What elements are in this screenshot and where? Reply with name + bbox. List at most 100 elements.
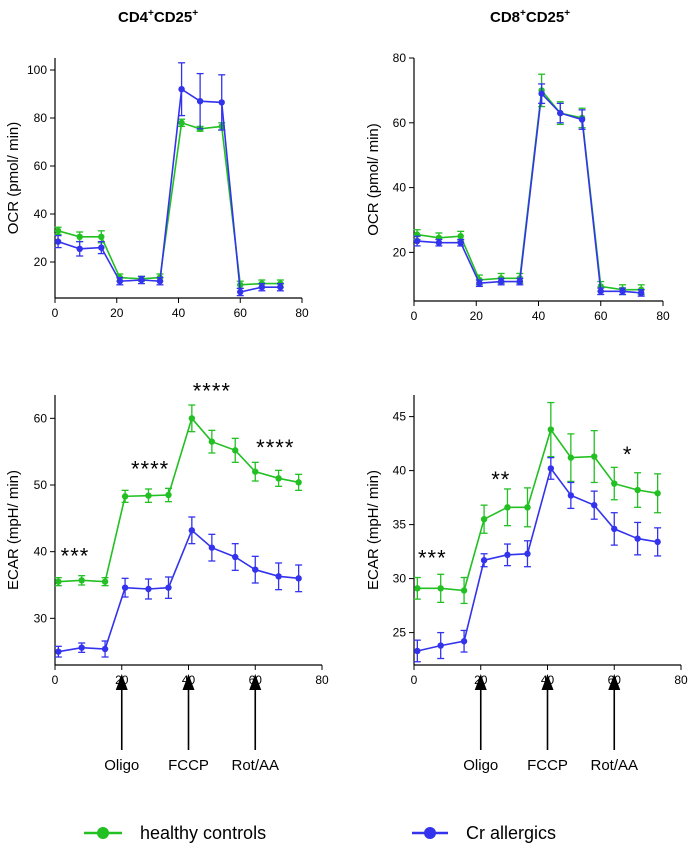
arrow-label: Oligo [104,757,139,774]
data-point-healthy [165,491,172,499]
y-tick-label: 30 [34,611,48,625]
data-point-healthy [275,475,282,482]
series-line-allergic [417,91,642,294]
injection-arrow-fccp: FCCP [168,674,209,774]
data-point-allergic [516,278,524,285]
data-point-allergic [275,573,282,580]
data-point-healthy [55,578,62,585]
x-tick-label: 80 [295,306,309,320]
data-point-allergic [480,557,488,564]
significance-annotation: *** [61,544,90,569]
legend-allergic-label: Cr allergics [466,823,556,843]
panel-ocr-cd8: 0 20 40 60 80 20 40 60 80 OCR (pmol/ min) [365,51,670,323]
data-point-allergic [55,648,62,655]
y-tick-label: 35 [393,518,407,532]
x-tick-label: 0 [411,673,418,687]
legend: healthy controls Cr allergics [84,823,556,843]
data-point-healthy [591,453,598,460]
data-point-healthy [54,227,62,234]
data-point-healthy [437,585,444,592]
data-point-allergic [547,465,555,472]
series-allergic [54,516,303,658]
y-tick-label: 45 [393,410,407,424]
data-point-allergic [413,237,421,245]
injection-arrow-rot-aa: Rot/AA [590,674,638,774]
data-point-allergic [460,638,468,645]
data-point-allergic [619,288,626,295]
data-point-allergic [76,245,83,252]
data-point-allergic [611,525,618,533]
series-line-healthy [416,88,642,291]
x-tick-label: 80 [656,309,670,323]
data-point-allergic [638,289,645,297]
series-line-healthy [57,121,281,286]
series-line-healthy [58,416,299,583]
data-point-healthy [101,578,109,585]
x-tick-label: 40 [172,306,186,320]
x-tick-label: 60 [594,309,608,323]
data-point-allergic [208,544,216,551]
data-point-allergic [654,538,661,546]
chart-panels: 0 20 40 60 80 20 40 60 80 100 OCR (pmol/ min) 0 20 40… [5,51,688,687]
series-line-healthy [417,427,658,592]
data-point-healthy [611,480,618,487]
y-tick-label: 20 [34,255,48,269]
data-point-healthy [188,415,196,422]
y-tick-label: 40 [393,181,407,195]
y-axis-label: ECAR (mpH/ min) [365,470,382,590]
injection-arrow-oligo: Oligo [104,674,139,774]
series-healthy [413,73,645,296]
y-axis-label: OCR (pmol/ min) [5,122,22,235]
series-allergic [54,62,284,297]
data-point-allergic [121,584,129,591]
data-point-allergic [218,99,225,106]
data-point-allergic [101,645,109,653]
significance-annotation: ** [491,467,510,492]
data-point-allergic [252,566,259,573]
data-point-allergic [524,550,531,557]
y-tick-label: 40 [34,545,48,559]
data-point-healthy [634,486,641,494]
y-tick-label: 80 [393,51,407,65]
data-point-allergic [557,109,564,117]
injection-arrow-oligo: Oligo [463,674,498,774]
data-point-healthy [208,438,216,445]
y-tick-label: 40 [34,207,48,221]
data-point-allergic [457,239,464,246]
chart-title-cd8: CD8+CD25+ [490,8,571,26]
arrow-head [249,674,262,690]
data-point-allergic [597,288,604,295]
data-point-allergic [295,575,302,582]
data-point-allergic [414,647,421,655]
data-point-healthy [145,492,152,499]
data-point-allergic [567,492,575,499]
data-point-healthy [504,504,511,511]
data-point-allergic [165,584,172,591]
data-point-allergic [196,98,204,105]
arrow-head [115,674,128,690]
data-point-allergic [237,288,244,296]
arrow-label: Rot/AA [590,757,638,774]
data-point-healthy [232,447,239,454]
injection-arrow-fccp: FCCP [527,674,568,774]
data-point-healthy [98,233,105,240]
data-point-healthy [252,468,259,475]
y-tick-label: 60 [34,411,48,425]
series-healthy [54,404,303,587]
significance-annotation: **** [131,456,169,481]
panel-ocr-cd4: 0 20 40 60 80 20 40 60 80 100 OCR (pmol/ min) [5,58,309,320]
legend-healthy-label: healthy controls [140,823,266,843]
data-point-healthy [78,577,85,584]
data-point-allergic [435,239,443,246]
data-point-allergic [145,585,152,593]
y-tick-label: 50 [34,478,48,492]
data-point-healthy [460,587,468,594]
series-allergic [413,83,645,297]
data-point-healthy [457,233,464,240]
y-axis-label: ECAR (mpH/ min) [5,470,22,590]
data-point-allergic [591,501,598,509]
data-point-allergic [634,535,641,542]
data-point-allergic [178,86,185,93]
significance-annotation: **** [256,435,294,460]
arrow-head [608,674,621,690]
